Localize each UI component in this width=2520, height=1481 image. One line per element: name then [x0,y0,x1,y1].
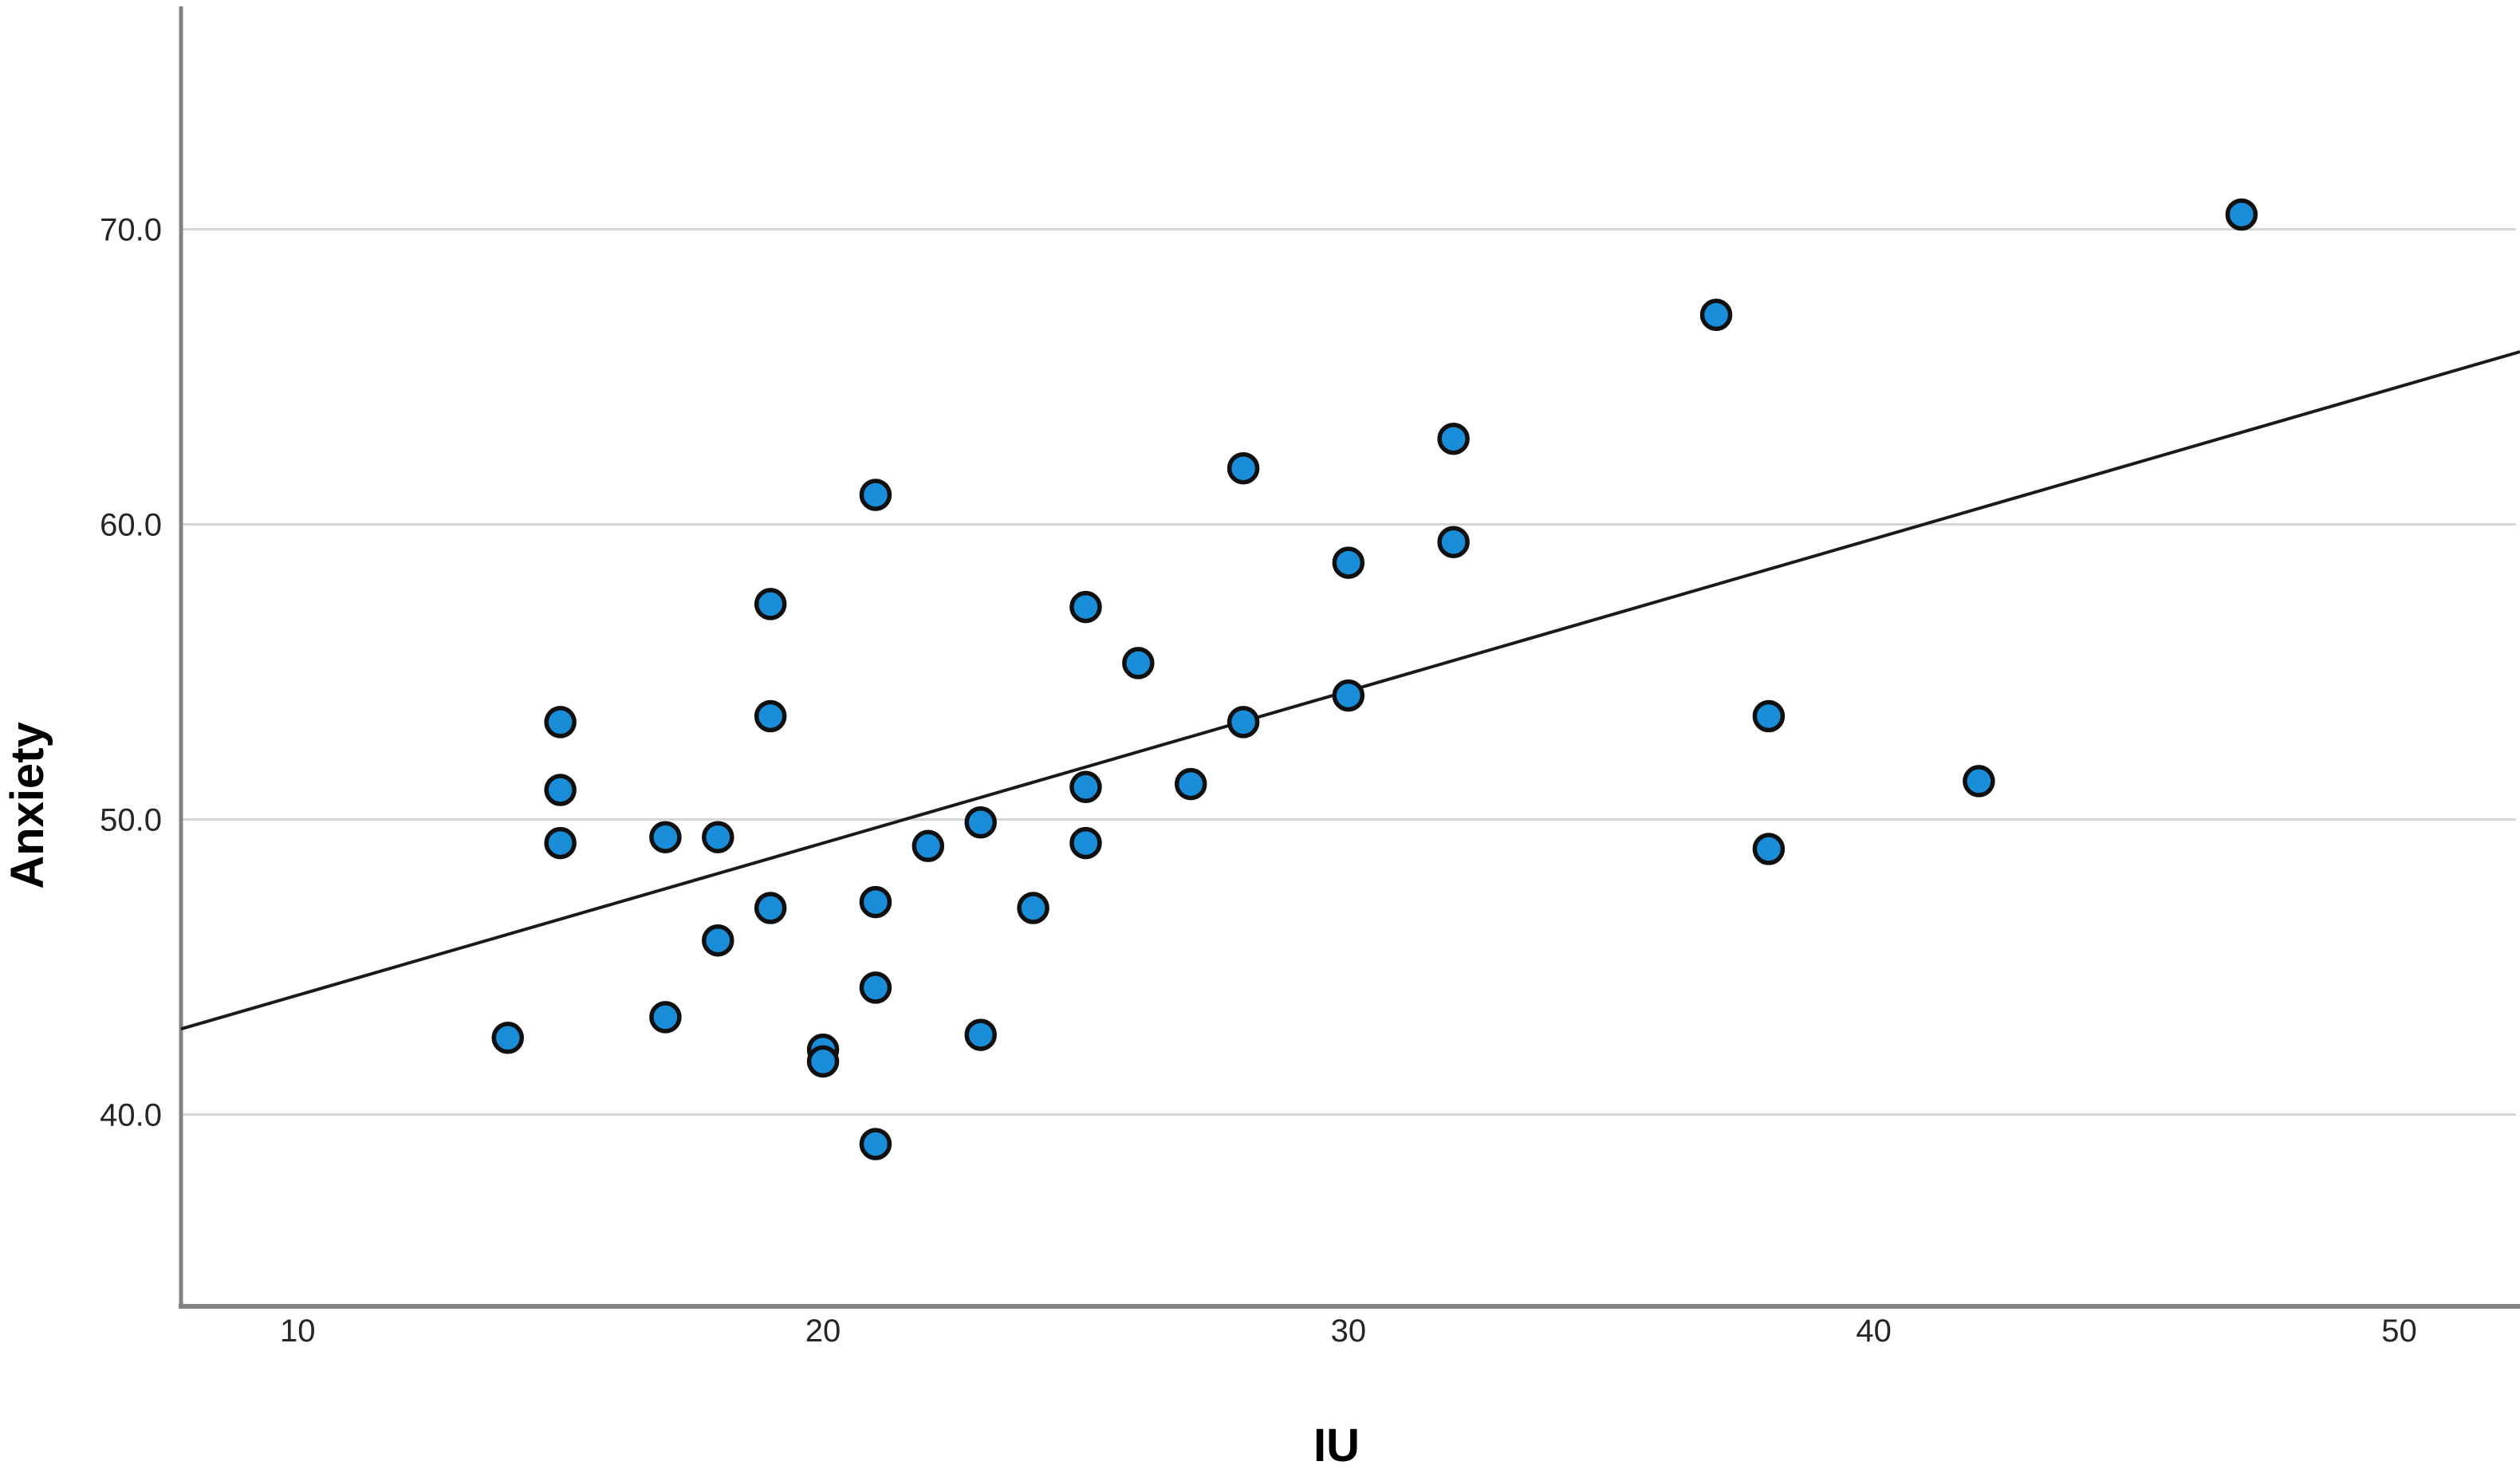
data-points-layer [491,198,2258,1160]
data-point [1122,647,1155,679]
data-point [1174,767,1207,801]
data-point [754,588,787,620]
data-point [1069,590,1102,624]
data-point [1437,526,1470,558]
data-point [859,479,892,511]
data-point [1017,892,1049,924]
data-point [1069,826,1102,860]
y-tick-label: 40.0 [100,1098,162,1133]
data-point [702,821,734,853]
data-point [544,706,577,739]
data-point [806,1045,840,1078]
y-tick-label: 50.0 [100,803,162,838]
data-point [1332,679,1365,712]
data-point [1332,546,1365,579]
y-axis-title: Anxiety [2,722,53,889]
data-point [1069,770,1102,804]
data-point [544,774,577,806]
axes-layer [179,6,2520,1309]
data-point [1699,298,1733,332]
tick-labels-layer: 70.0 60.0 50.0 40.0 10 20 30 40 50 [100,213,2417,1349]
data-point [1752,833,1786,865]
gridlines-layer [181,228,2516,1116]
data-point [859,885,892,919]
data-point [649,821,682,853]
data-point [1437,422,1470,455]
data-point [1227,706,1260,739]
data-point [859,971,892,1004]
data-point [1227,451,1260,485]
x-tick-label: 20 [805,1314,841,1349]
data-point [754,699,787,733]
data-point [859,1128,892,1160]
data-point [702,924,734,957]
x-axis-title: IU [1313,1420,1360,1471]
data-point [1963,765,1995,798]
data-point [912,829,945,863]
data-point [964,805,997,839]
data-point [754,892,787,924]
data-point [2225,198,2258,231]
x-tick-label: 50 [2381,1314,2417,1349]
x-tick-label: 30 [1331,1314,1367,1349]
data-point [1752,699,1786,733]
y-tick-label: 60.0 [100,508,162,543]
y-tick-label: 70.0 [100,213,162,248]
x-tick-label: 10 [280,1314,316,1349]
x-tick-label: 40 [1856,1314,1892,1349]
data-point [649,1001,682,1034]
data-point [544,826,577,860]
data-point [491,1022,525,1054]
data-point [964,1018,997,1051]
